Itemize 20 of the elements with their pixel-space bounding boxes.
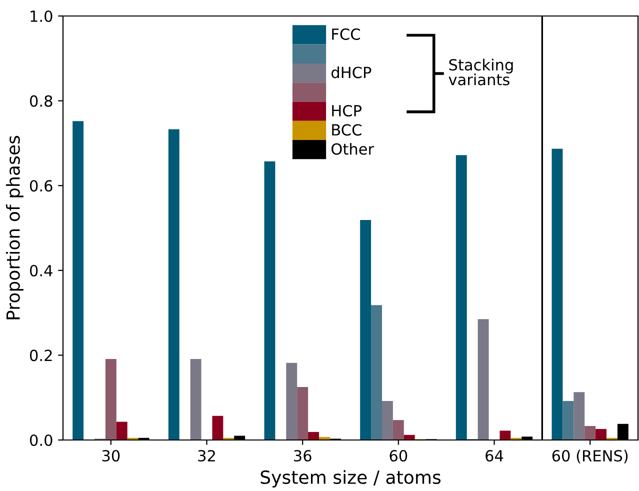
x-tick-label: 30 — [102, 450, 120, 462]
y-tick-label: 0.8 — [30, 95, 52, 107]
x-tick-label: 32 — [198, 450, 215, 462]
y-tick-label: 0.0 — [30, 434, 52, 446]
y-tick-label: 0.4 — [30, 264, 52, 276]
x-tick-label: 64 — [486, 450, 504, 462]
x-tick-label: 36 — [294, 450, 312, 462]
y-tick-label: 0.6 — [30, 180, 52, 192]
legend-label: dHCP — [332, 66, 372, 78]
legend-label: Other — [332, 142, 374, 155]
legend-label: BCC — [332, 124, 362, 136]
legend-label: HCP — [332, 104, 362, 117]
annotation: Stacking variants — [448, 58, 513, 86]
y-axis-title: Proportion of phases — [6, 136, 24, 320]
legend-label: FCC — [332, 28, 360, 40]
y-tick-label: 1.0 — [30, 10, 52, 22]
x-tick-label: 60 — [390, 450, 408, 462]
x-axis-title: System size / atoms — [260, 470, 441, 488]
x-tick-label: 60 (RENS) — [552, 450, 628, 464]
y-tick-label: 0.2 — [30, 350, 52, 362]
